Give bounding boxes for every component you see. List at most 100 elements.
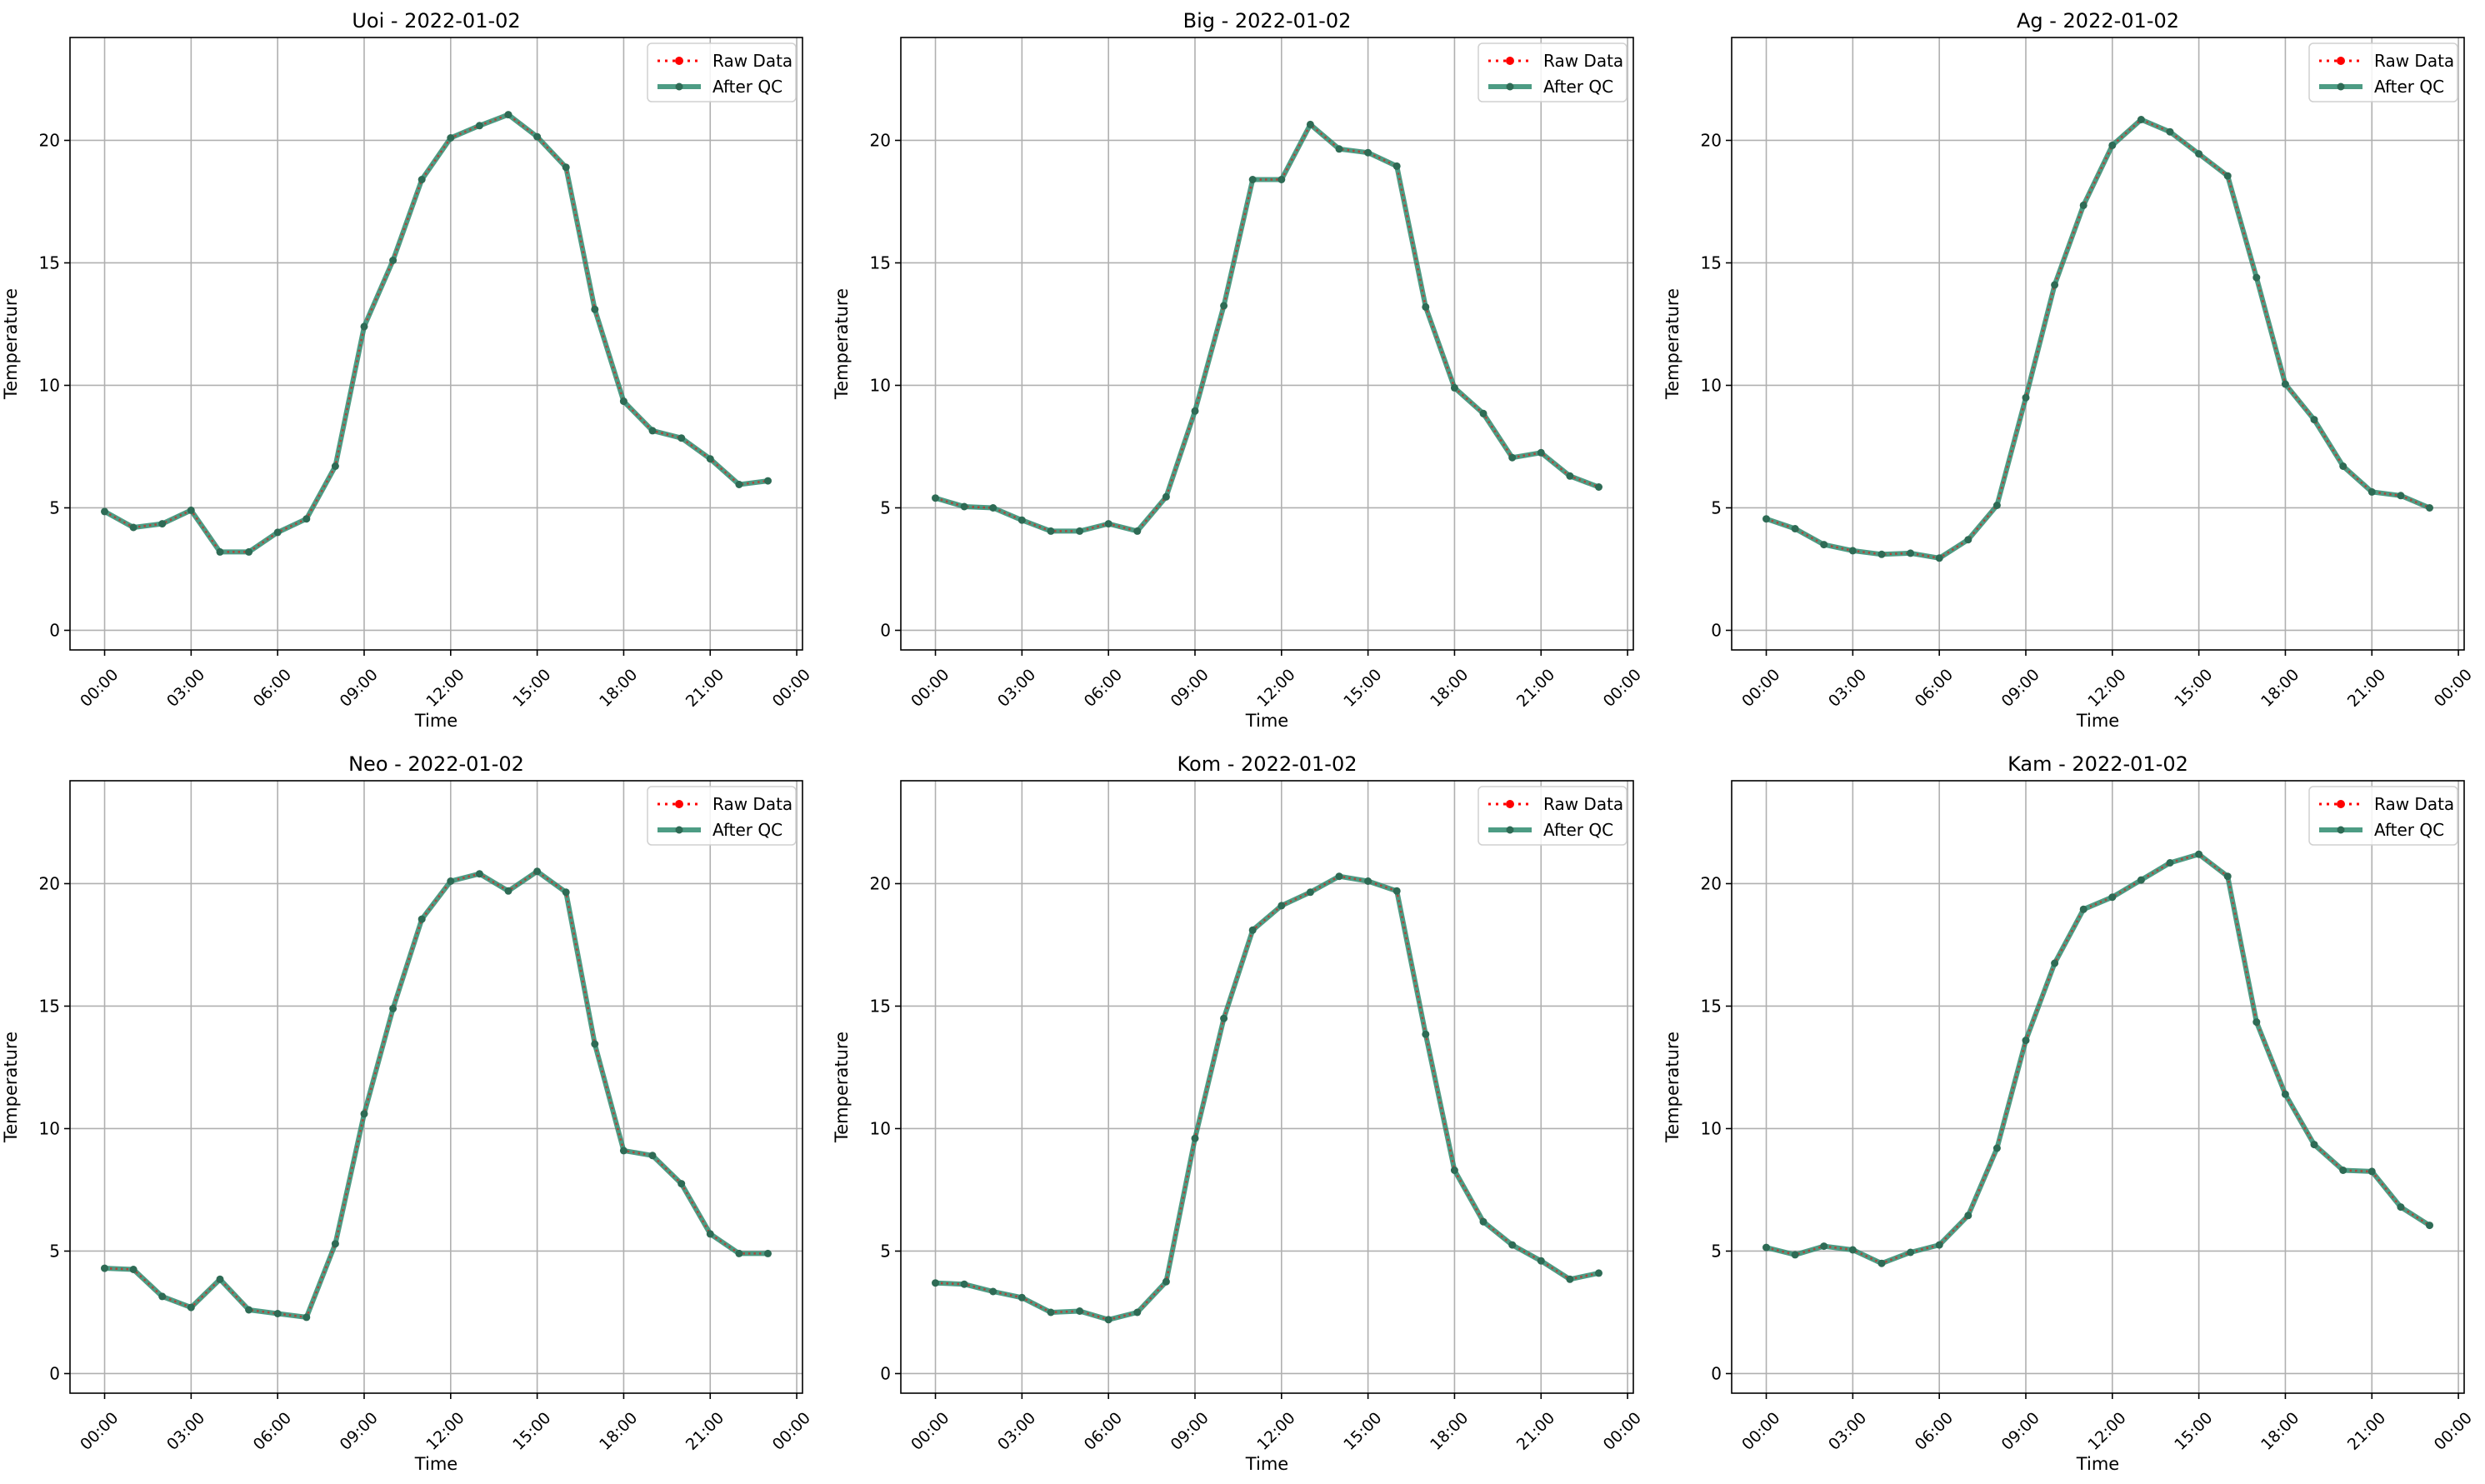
data-point — [1762, 1243, 1770, 1252]
legend-label-after-qc: After QC — [712, 77, 782, 97]
y-tick-label: 5 — [1711, 1241, 1722, 1261]
x-tick-label: 12:00 — [1253, 666, 1298, 711]
data-point — [1162, 492, 1170, 501]
legend: Raw Data After QC — [2308, 42, 2458, 102]
x-tick-label: 09:00 — [337, 1409, 382, 1454]
series-line-raw-data — [1766, 852, 2431, 1265]
data-point — [245, 547, 253, 556]
data-point — [619, 397, 628, 406]
data-point — [1392, 162, 1401, 170]
x-axis-label: Time — [414, 1454, 458, 1474]
x-tick-label: 00:00 — [1600, 1409, 1645, 1454]
data-point — [1964, 1212, 1972, 1220]
legend-label-after-qc: After QC — [2374, 77, 2444, 97]
data-point — [2426, 504, 2433, 512]
series-line-after-qc — [104, 868, 768, 1320]
y-tick-label: 10 — [1701, 1118, 1722, 1138]
legend: Raw Data After QC — [647, 786, 797, 846]
data-point — [447, 877, 455, 885]
data-point — [101, 507, 108, 516]
legend-label-after-qc: After QC — [712, 820, 782, 840]
data-point — [1047, 527, 1055, 535]
legend-marker-raw-data — [1506, 800, 1514, 808]
x-tick-label: 06:00 — [250, 666, 295, 711]
data-point — [1220, 1014, 1228, 1022]
legend-marker-raw-data — [1506, 57, 1514, 65]
x-tick-label: 09:00 — [337, 666, 382, 711]
y-tick-label: 20 — [870, 873, 891, 893]
data-point — [2252, 1018, 2261, 1027]
data-point — [1191, 407, 1199, 415]
data-point — [2310, 1141, 2318, 1149]
data-point — [1791, 1251, 1799, 1259]
x-tick-label: 00:00 — [769, 1409, 814, 1454]
data-point — [2397, 1203, 2405, 1212]
data-point — [1104, 1316, 1112, 1324]
data-point — [989, 504, 998, 512]
y-axis-label: Temperature — [1662, 1032, 1682, 1143]
data-point — [1566, 1275, 1574, 1283]
x-tick-label: 00:00 — [77, 1409, 122, 1454]
x-tick-label: 15:00 — [1340, 666, 1385, 711]
data-point — [2079, 905, 2088, 913]
data-point — [1508, 1241, 1517, 1249]
y-tick-label: 15 — [39, 996, 60, 1016]
data-point — [2339, 462, 2348, 470]
x-axis-label: Time — [2076, 711, 2119, 731]
x-tick-label: 00:00 — [908, 1409, 952, 1454]
x-axis-label: Time — [1245, 711, 1288, 731]
x-tick-label: 00:00 — [908, 666, 952, 711]
series-line-raw-data — [935, 122, 1599, 532]
data-point — [1964, 536, 1972, 544]
y-tick-label: 5 — [880, 497, 891, 517]
data-point — [2252, 273, 2261, 282]
x-tick-label: 12:00 — [422, 1409, 468, 1454]
data-point — [1076, 1307, 1084, 1315]
data-point — [1992, 1144, 2001, 1152]
x-tick-label: 00:00 — [769, 666, 814, 711]
x-tick-label: 18:00 — [596, 666, 641, 711]
legend-label-raw-data: Raw Data — [1543, 51, 1623, 71]
data-point — [158, 1292, 167, 1301]
x-tick-label: 09:00 — [1998, 666, 2043, 711]
data-point — [2368, 1167, 2376, 1176]
x-tick-label: 15:00 — [2171, 666, 2216, 711]
data-point — [1278, 176, 1286, 183]
data-point — [2368, 487, 2376, 496]
data-point — [1335, 145, 1343, 153]
data-point — [1191, 1134, 1199, 1142]
y-tick-label: 5 — [880, 1241, 891, 1261]
axes-frame — [69, 37, 803, 651]
y-tick-label: 10 — [39, 375, 60, 395]
data-point — [2281, 1090, 2289, 1098]
data-point — [735, 481, 743, 488]
legend-label-after-qc: After QC — [1543, 820, 1613, 840]
y-tick-label: 10 — [870, 375, 891, 395]
series-line-after-qc — [934, 122, 1600, 534]
data-point — [158, 520, 167, 528]
x-tick-label: 09:00 — [1168, 666, 1212, 711]
data-point — [1162, 1277, 1170, 1286]
series-line-after-qc — [103, 112, 768, 555]
x-tick-label: 00:00 — [1738, 1409, 1783, 1454]
y-tick-label: 0 — [1711, 620, 1722, 640]
x-tick-label: 21:00 — [682, 666, 728, 711]
data-point — [1479, 1217, 1488, 1226]
x-tick-label: 03:00 — [994, 1409, 1039, 1454]
legend-marker-after-qc — [1506, 82, 1514, 91]
y-tick-label: 20 — [39, 873, 60, 893]
data-point — [1306, 120, 1314, 128]
data-point — [1878, 1259, 1886, 1267]
y-tick-label: 15 — [1701, 252, 1722, 272]
x-tick-label: 18:00 — [2258, 666, 2302, 711]
data-point — [706, 1230, 714, 1238]
legend-marker-after-qc — [2337, 82, 2345, 91]
x-tick-label: 21:00 — [682, 1409, 728, 1454]
data-point — [2223, 172, 2232, 180]
data-point — [1047, 1308, 1055, 1317]
y-tick-label: 5 — [49, 497, 60, 517]
data-point — [331, 462, 339, 470]
series-line-raw-data — [935, 875, 1599, 1322]
x-tick-label: 00:00 — [1738, 666, 1783, 711]
x-tick-label: 18:00 — [1427, 1409, 1472, 1454]
